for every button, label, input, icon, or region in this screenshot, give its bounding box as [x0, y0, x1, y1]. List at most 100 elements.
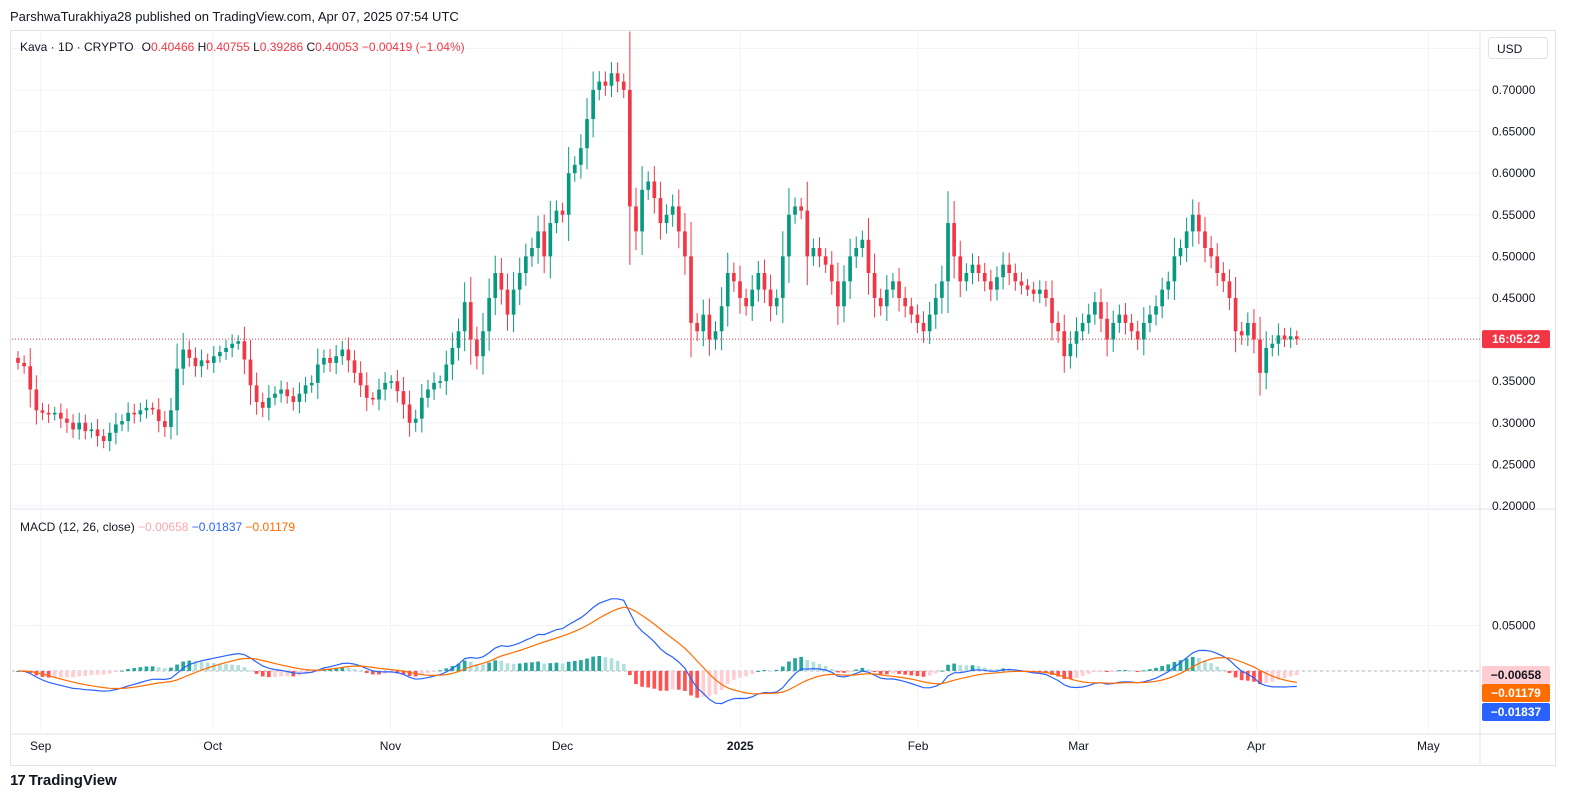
close-value: 0.40053: [315, 40, 359, 54]
macd-title[interactable]: MACD (12, 26, close): [20, 520, 135, 534]
candle: [964, 263, 969, 292]
candle-body: [114, 424, 118, 433]
macd-signal-value: −0.01179: [245, 520, 296, 534]
histogram-bar: [946, 664, 950, 671]
candle: [689, 221, 693, 358]
candle: [150, 402, 155, 415]
candle-body: [560, 210, 565, 215]
price-tick-label: 0.60000: [1492, 166, 1536, 180]
histogram-bar: [860, 667, 865, 671]
histogram-axis-label-box: [1482, 666, 1550, 684]
histogram-bar: [989, 669, 993, 671]
histogram-bar: [1117, 670, 1122, 672]
candle-body: [322, 357, 326, 365]
histogram-bar: [554, 662, 559, 671]
candle: [46, 404, 51, 424]
time-tick-label: Nov: [380, 739, 401, 753]
candle-body: [878, 297, 883, 307]
candle-body: [1019, 281, 1024, 286]
candle: [358, 361, 363, 397]
candle-body: [1074, 331, 1079, 344]
candle: [364, 372, 369, 411]
candle-body: [713, 331, 718, 340]
candle-body: [744, 297, 748, 307]
candle: [1245, 312, 1250, 346]
histogram-bar: [970, 665, 975, 671]
histogram-bar: [585, 658, 589, 671]
candle-body: [120, 421, 124, 425]
time-tick-label: Apr: [1247, 739, 1266, 753]
candle-body: [1154, 306, 1158, 315]
candle-body: [377, 389, 381, 400]
candle-body: [1239, 331, 1244, 336]
time-tick-label: Feb: [908, 739, 929, 753]
signal-line: [18, 606, 1297, 695]
candle: [450, 332, 455, 380]
candle: [652, 166, 657, 214]
histogram-bar: [1160, 665, 1164, 671]
candle-body: [364, 385, 369, 398]
candle-body: [1258, 339, 1262, 373]
candle: [719, 287, 724, 351]
histogram-bar: [144, 666, 149, 671]
candle: [579, 134, 583, 179]
candle: [22, 355, 26, 374]
candle-body: [548, 223, 553, 257]
histogram-bar: [101, 670, 106, 675]
candle: [952, 200, 956, 279]
time-axis: Sep Oct Nov Dec 2025 Feb Mar Apr May: [30, 739, 1440, 753]
histogram-bar: [1080, 670, 1085, 677]
candle-body: [933, 297, 938, 315]
tradingview-logo[interactable]: 17 TradingView: [10, 772, 117, 789]
candle-body: [254, 385, 259, 402]
histogram-bar: [548, 663, 553, 671]
macd-line: [17, 598, 1297, 705]
candle: [909, 297, 914, 324]
histogram-bar: [621, 663, 626, 671]
histogram-bar: [419, 670, 424, 676]
histogram-bar: [315, 670, 320, 672]
candle: [572, 156, 577, 182]
candle: [884, 275, 889, 321]
candle-body: [450, 347, 455, 365]
histogram-bar: [52, 670, 57, 678]
candle: [615, 62, 620, 93]
candle-body: [107, 432, 112, 442]
histogram-bar: [358, 670, 363, 672]
candle: [211, 346, 216, 373]
candle: [218, 345, 222, 363]
candle: [946, 191, 950, 314]
currency-button[interactable]: USD: [1488, 37, 1548, 59]
candle-body: [358, 372, 363, 386]
candle-body: [487, 297, 491, 332]
candle: [58, 403, 63, 428]
histogram-bar: [236, 665, 241, 671]
candle: [628, 31, 632, 265]
candle: [640, 166, 644, 255]
candle: [1013, 263, 1018, 291]
symbol-legend: Kava · 1D · CRYPTO O0.40466 H0.40755 L0.3…: [20, 40, 465, 54]
candle-body: [774, 297, 779, 307]
candle-body: [1172, 256, 1177, 282]
histogram-bar: [163, 668, 167, 671]
candle-body: [517, 273, 522, 290]
candle-body: [609, 73, 614, 86]
symbol-name[interactable]: Kava · 1D · CRYPTO: [20, 40, 134, 54]
histogram-bar: [854, 669, 859, 671]
histogram-bar: [1123, 669, 1128, 671]
candle-body: [371, 397, 375, 400]
tradingview-logo-icon: 17: [10, 772, 26, 789]
candle: [817, 237, 822, 268]
candle: [511, 272, 516, 333]
candle-body: [126, 412, 130, 422]
candle: [829, 251, 834, 295]
histogram-bar: [499, 660, 504, 671]
candle-body: [554, 210, 559, 224]
histogram-bar: [1282, 670, 1287, 678]
histogram-bar: [285, 670, 290, 677]
candle: [805, 181, 810, 286]
histogram-bar: [615, 660, 620, 671]
candle-body: [1203, 231, 1207, 249]
candle-body: [389, 381, 394, 383]
